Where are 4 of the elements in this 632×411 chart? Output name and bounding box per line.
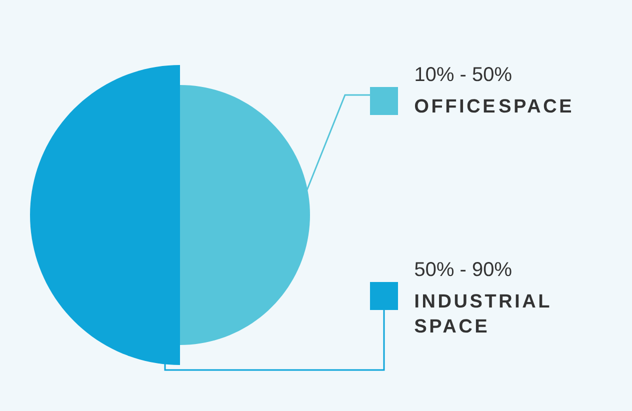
text: 50% - 90% [415,262,512,276]
legend-label: OFFICE SPACE [414,99,572,113]
text: 10% - 50% [416,67,512,82]
legend-label: INDUSTRIAL SPACE [414,294,550,333]
